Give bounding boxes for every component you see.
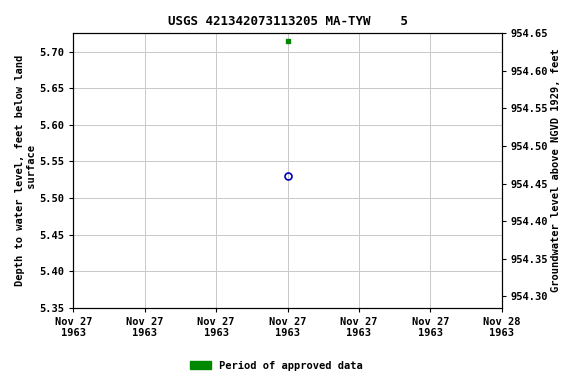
Y-axis label: Depth to water level, feet below land
 surface: Depth to water level, feet below land su… xyxy=(15,55,37,286)
Title: USGS 421342073113205 MA-TYW    5: USGS 421342073113205 MA-TYW 5 xyxy=(168,15,408,28)
Y-axis label: Groundwater level above NGVD 1929, feet: Groundwater level above NGVD 1929, feet xyxy=(551,49,561,292)
Legend: Period of approved data: Period of approved data xyxy=(186,357,367,375)
